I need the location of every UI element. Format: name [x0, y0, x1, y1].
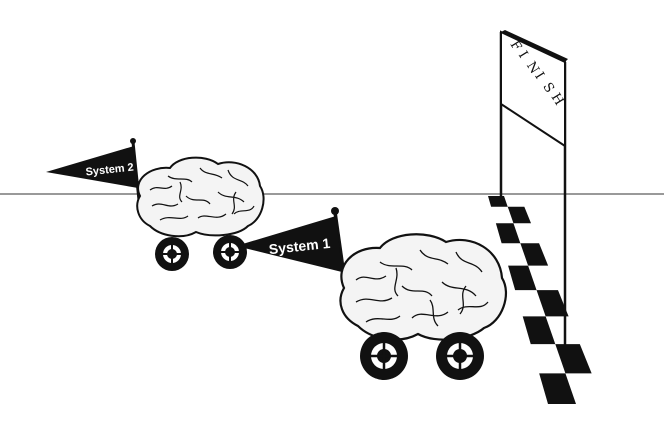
checker-square	[488, 196, 508, 207]
racer-label: System 1	[268, 235, 331, 257]
racer-system-2: System 2	[46, 138, 265, 271]
wheel	[436, 332, 484, 380]
wheel	[213, 235, 247, 269]
racer-system-1: System 1	[236, 207, 507, 380]
pennant-flag	[236, 216, 342, 272]
brain-car-icon	[136, 156, 265, 271]
checker-square	[555, 344, 592, 374]
checker-square	[507, 206, 532, 224]
checker-square	[520, 243, 549, 266]
checkered-finish-line-icon	[488, 196, 592, 404]
wheel	[360, 332, 408, 380]
checker-square	[508, 265, 537, 291]
checker-square	[495, 223, 521, 244]
checker-square	[522, 316, 556, 345]
checker-square	[539, 373, 576, 404]
pennant-flag	[46, 146, 138, 188]
checker-square	[536, 290, 569, 317]
wheel	[155, 237, 189, 271]
racer-label: System 2	[85, 162, 134, 179]
brain-car-icon	[339, 233, 507, 380]
